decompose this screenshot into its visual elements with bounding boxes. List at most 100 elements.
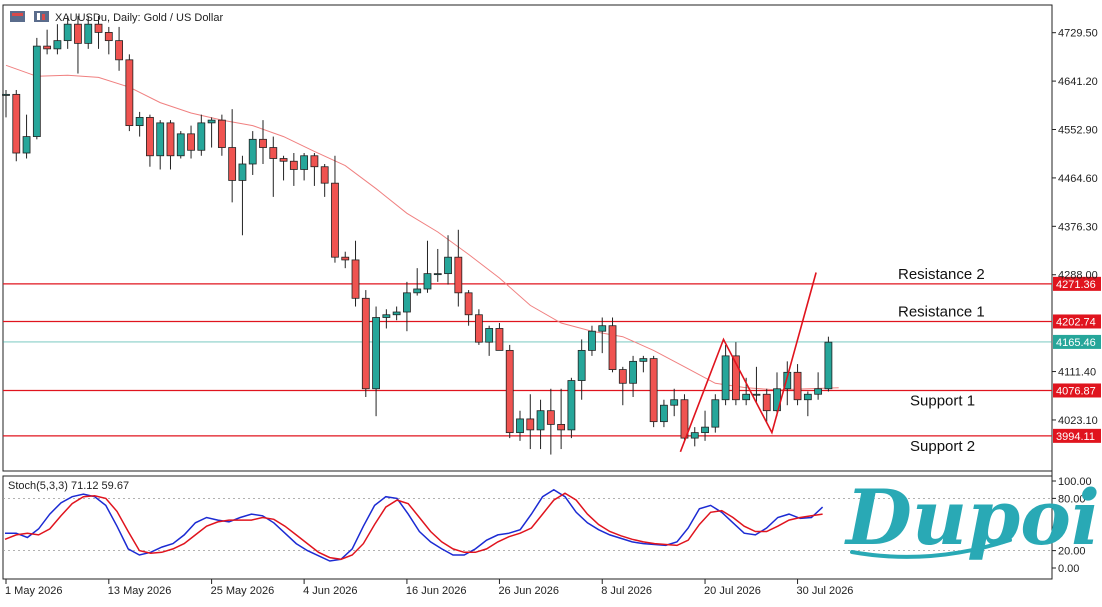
candle-body bbox=[474, 314, 483, 343]
candle bbox=[444, 235, 452, 285]
candle-body bbox=[53, 40, 62, 50]
candle bbox=[372, 306, 380, 417]
candle-body bbox=[403, 292, 411, 313]
candle-body bbox=[32, 45, 41, 137]
candle bbox=[12, 89, 21, 162]
candle bbox=[341, 251, 350, 269]
candle-body bbox=[217, 119, 226, 148]
candle bbox=[115, 26, 123, 71]
candle-body bbox=[372, 317, 380, 390]
osc-tick-label: 80.00 bbox=[1058, 493, 1086, 505]
candle bbox=[104, 26, 113, 55]
ma-line bbox=[5, 64, 839, 391]
candle bbox=[660, 399, 668, 428]
candle-body bbox=[495, 328, 504, 351]
date-tick-label: 25 May 2026 bbox=[211, 585, 275, 597]
candle bbox=[53, 24, 62, 55]
candle-body bbox=[166, 122, 175, 157]
candle-body bbox=[12, 93, 21, 154]
candle-body bbox=[2, 93, 10, 96]
candle-body bbox=[577, 349, 586, 381]
trading-icon[interactable] bbox=[34, 11, 49, 22]
candle-body bbox=[156, 122, 165, 157]
candle bbox=[731, 342, 740, 406]
logo-text: Dupoin bbox=[844, 473, 1102, 562]
candle bbox=[84, 15, 93, 49]
candle bbox=[485, 325, 494, 356]
candle-body bbox=[454, 256, 463, 294]
candle-body bbox=[701, 426, 709, 434]
oscillator-axis: 100.00 80.00 20.00 0.00 bbox=[1052, 476, 1092, 575]
candle-body bbox=[598, 325, 607, 332]
candle-body bbox=[639, 358, 648, 362]
osc-tick-label: 20.00 bbox=[1058, 546, 1086, 558]
price-tick-label: 4023.10 bbox=[1058, 415, 1098, 427]
candle bbox=[670, 388, 679, 417]
candle bbox=[187, 125, 195, 159]
candle bbox=[135, 111, 144, 137]
candle bbox=[176, 131, 185, 159]
candle bbox=[423, 240, 432, 293]
candle-body bbox=[783, 371, 792, 390]
level-price-tag-text-3: 3994.11 bbox=[1056, 431, 1095, 443]
candle-body bbox=[721, 355, 730, 401]
candle bbox=[248, 131, 257, 175]
candle-body bbox=[536, 410, 545, 431]
candle-body bbox=[423, 273, 432, 290]
candle bbox=[567, 377, 576, 439]
candle bbox=[557, 388, 566, 450]
candle bbox=[403, 281, 411, 332]
candle-body bbox=[341, 256, 350, 261]
candle bbox=[721, 344, 730, 406]
osc-tick-label: 100.00 bbox=[1058, 476, 1092, 488]
candle bbox=[783, 361, 792, 406]
candle bbox=[413, 268, 422, 296]
date-tick-label: 13 May 2026 bbox=[108, 585, 172, 597]
date-tick-label: 4 Jun 2026 bbox=[303, 585, 357, 597]
price-tick-label: 4376.30 bbox=[1058, 221, 1098, 233]
candle-body bbox=[660, 404, 668, 423]
candle-body bbox=[814, 388, 823, 395]
current-price-tag bbox=[1053, 334, 1101, 349]
zigzag-line[interactable] bbox=[679, 272, 817, 453]
candle bbox=[773, 372, 781, 417]
candle bbox=[228, 109, 237, 203]
candle-body bbox=[680, 399, 689, 439]
date-tick-label: 1 May 2026 bbox=[5, 585, 62, 597]
candle-body bbox=[433, 273, 442, 276]
candle-body bbox=[94, 23, 103, 33]
candle-body bbox=[742, 393, 751, 401]
candle bbox=[331, 155, 339, 263]
candle bbox=[2, 89, 10, 118]
candle-body bbox=[361, 297, 370, 390]
candle-body bbox=[104, 32, 113, 42]
candle-body bbox=[382, 314, 391, 318]
candle bbox=[618, 366, 627, 406]
candle-body bbox=[413, 288, 422, 294]
osc-tick-label: 0.00 bbox=[1058, 563, 1079, 575]
candle-body bbox=[331, 182, 339, 258]
stoch-title: Stoch(5,3,3) 71.12 59.67 bbox=[8, 480, 129, 492]
candle bbox=[43, 29, 52, 55]
chart-header: XAUUSDu, Daily: Gold / US Dollar bbox=[10, 11, 223, 24]
candle-body bbox=[793, 371, 802, 401]
price-tick-label: 4641.20 bbox=[1058, 76, 1098, 88]
candle bbox=[762, 388, 771, 422]
candle-body bbox=[546, 410, 555, 425]
candle bbox=[320, 163, 329, 197]
dupoin-logo: Dupoin bbox=[844, 473, 1102, 562]
candle bbox=[701, 410, 709, 441]
level-price-tag-text-1: 4202.74 bbox=[1056, 316, 1096, 328]
candle-body bbox=[84, 23, 93, 44]
level-price-tag-2 bbox=[1053, 383, 1101, 398]
candle-body bbox=[824, 341, 833, 390]
candle bbox=[814, 372, 823, 400]
window-icon[interactable] bbox=[10, 11, 25, 22]
candle bbox=[392, 306, 401, 321]
current-price-tag-text: 4165.46 bbox=[1056, 337, 1096, 349]
candle bbox=[207, 117, 216, 148]
candle-body bbox=[762, 393, 771, 412]
candle-body bbox=[259, 138, 267, 148]
price-tick-label: 4552.90 bbox=[1058, 125, 1098, 137]
